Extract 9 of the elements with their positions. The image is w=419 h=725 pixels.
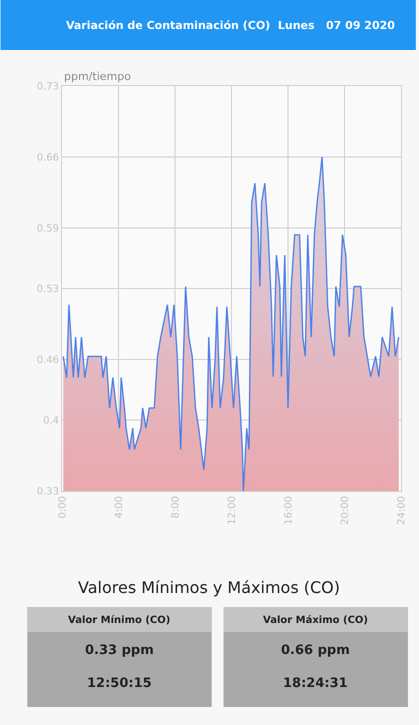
text: 12:50:15: [87, 676, 152, 691]
text: 0.33 ppm: [85, 643, 154, 658]
text: Valores Mínimos y Máximos (CO): [78, 578, 340, 597]
text: Valor Máximo (CO): [263, 615, 368, 626]
text: 0.66 ppm: [281, 643, 350, 658]
text: Valor Mínimo (CO): [68, 615, 170, 626]
y-axis-title: ppm/tiempo: [64, 70, 132, 83]
text: 18:24:31: [283, 676, 348, 691]
chart-title: Variación de Contaminación (CO) Lunes 07 09 2020: [66, 18, 396, 32]
